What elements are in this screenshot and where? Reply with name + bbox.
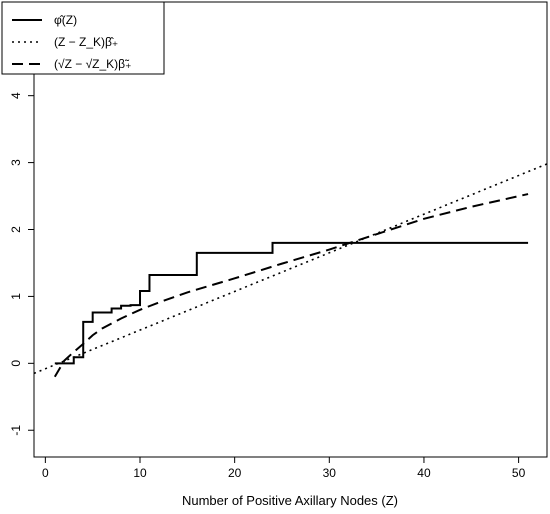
y-tick-label: 4 (9, 92, 23, 99)
x-tick-label: 0 (42, 466, 49, 480)
x-tick-label: 10 (133, 466, 147, 480)
y-tick-label: 2 (9, 226, 23, 233)
x-tick-label: 20 (228, 466, 242, 480)
y-tick-label: 3 (9, 159, 23, 166)
series-line-2 (34, 163, 547, 375)
legend: φ̂(Z) (Z − Z_K)β̂₊ (√Z − √Z_K)β̃₊ (1, 1, 165, 75)
y-tick-label: 1 (9, 293, 23, 300)
legend-box (1, 1, 165, 75)
series-layer (34, 163, 547, 378)
legend-label: (Z − Z_K)β̂₊ (54, 35, 118, 49)
series-line-1 (54, 241, 529, 365)
x-tick-label: 40 (417, 466, 431, 480)
series-line-3 (53, 193, 529, 378)
legend-label: (√Z − √Z_K)β̃₊ (54, 57, 131, 71)
x-tick-label: 50 (512, 466, 526, 480)
x-tick-label: 30 (323, 466, 337, 480)
x-axis-label: Number of Positive Axillary Nodes (Z) (182, 493, 398, 508)
legend-label: φ̂(Z) (54, 13, 77, 27)
y-tick-label: -1 (9, 425, 23, 436)
y-tick-label: 0 (9, 360, 23, 367)
